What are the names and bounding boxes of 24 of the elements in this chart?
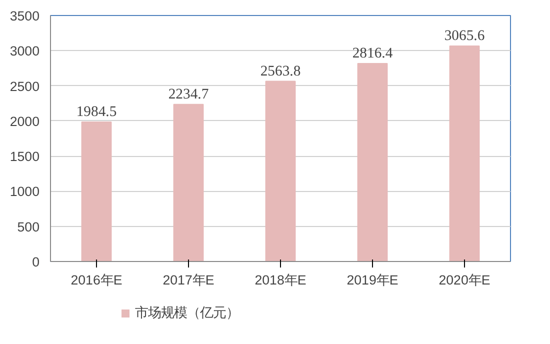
x-tick-label: 2016年E — [70, 272, 122, 288]
y-tick-label: 2000 — [10, 114, 40, 129]
x-tick-label: 2017年E — [162, 272, 214, 288]
y-tick-label: 3500 — [10, 8, 40, 24]
data-label: 2234.7 — [168, 86, 209, 102]
x-tick-label: 2020年E — [438, 272, 490, 288]
x-tick-label: 2019年E — [346, 272, 398, 288]
data-label: 1984.5 — [76, 104, 117, 120]
data-label: 2816.4 — [352, 46, 394, 62]
y-tick-label: 2500 — [10, 78, 40, 94]
bar — [81, 122, 112, 262]
x-tick-label: 2018年E — [254, 272, 306, 288]
legend-label: 市场规模（亿元） — [135, 304, 239, 322]
bar — [449, 46, 480, 262]
data-label: 3065.6 — [444, 28, 485, 44]
y-tick-label: 0 — [32, 254, 40, 270]
y-tick-label: 1000 — [10, 184, 40, 200]
data-label: 2563.8 — [260, 63, 301, 80]
bar — [265, 80, 296, 262]
y-tick-label: 500 — [17, 219, 40, 234]
y-tick-label: 1500 — [10, 149, 40, 164]
bar — [357, 63, 388, 262]
y-tick-label: 3000 — [10, 44, 40, 59]
bar — [173, 104, 204, 262]
